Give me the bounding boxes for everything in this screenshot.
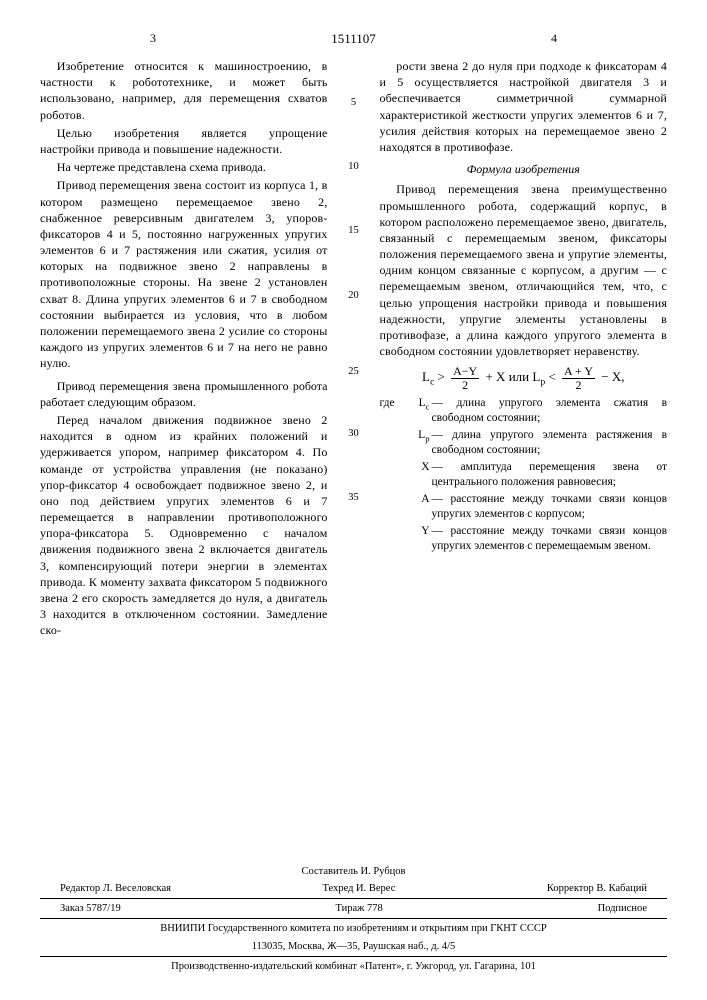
where-symbol: Lc <box>408 396 432 427</box>
line-number: 35 <box>348 491 359 505</box>
line-number: 30 <box>348 427 359 441</box>
right-column: рости звена 2 до нуля при подходе к фикс… <box>380 58 668 641</box>
where-symbol: Lp <box>408 428 432 459</box>
where-text: расстояние между точками связи концов уп… <box>432 492 668 523</box>
body-paragraph: Перед началом движения подвижное звено 2… <box>40 412 328 639</box>
page-number-left: 3 <box>150 30 156 46</box>
body-paragraph: Целью изобретения является упрощение нас… <box>40 125 328 157</box>
line-number: 5 <box>351 96 356 110</box>
where-item: Y расстояние между точками связи концов … <box>380 524 668 555</box>
compiler-line: Составитель И. Рубцов <box>40 865 667 879</box>
claim-paragraph: Привод перемещения звена преимущественно… <box>380 181 668 359</box>
body-paragraph: На чертеже представлена схема привода. <box>40 159 328 175</box>
where-definitions: где Lc длина упругого элемента сжатия в … <box>380 396 668 555</box>
inequality-formula: Lc > A−Y 2 + X или Lp < A + Y 2 − X, <box>380 365 668 391</box>
where-item: где Lc длина упругого элемента сжатия в … <box>380 396 668 427</box>
body-paragraph: Привод перемещения звена промышленного р… <box>40 378 328 410</box>
line-number: 20 <box>348 289 359 303</box>
left-column: Изобретение относится к машиностроению, … <box>40 58 328 641</box>
circulation: Тираж 778 <box>335 902 382 916</box>
page-number-right: 4 <box>551 30 557 46</box>
production-line: Производственно-издательский комбинат «П… <box>40 960 667 974</box>
page-header: 3 1511107 4 <box>40 30 667 52</box>
two-column-body: Изобретение относится к машиностроению, … <box>40 58 667 641</box>
subscription: Подписное <box>598 902 647 916</box>
vniipi-line: ВНИИПИ Государственного комитета по изоб… <box>40 922 667 936</box>
line-number: 10 <box>348 160 359 174</box>
line-number-gutter: 5 10 15 20 25 30 35 <box>346 58 362 641</box>
divider <box>40 956 667 957</box>
document-number: 1511107 <box>331 30 376 48</box>
vniipi-address: 113035, Москва, Ж—35, Раушская наб., д. … <box>40 940 667 954</box>
where-lead: где <box>380 396 408 427</box>
corrector: Корректор В. Кабаций <box>547 882 647 896</box>
where-text: длина упругого элемента сжатия в свободн… <box>432 396 668 427</box>
divider <box>40 898 667 899</box>
where-text: длина упругого элемента растяжения в сво… <box>432 428 668 459</box>
where-item: A расстояние между точками связи концов … <box>380 492 668 523</box>
divider <box>40 918 667 919</box>
body-paragraph: Изобретение относится к машиностроению, … <box>40 58 328 123</box>
where-symbol: A <box>408 492 432 523</box>
order-number: Заказ 5787/19 <box>60 902 121 916</box>
where-text: амплитуда перемещения звена от центральн… <box>432 460 668 491</box>
where-item: X амплитуда перемещения звена от централ… <box>380 460 668 491</box>
claims-heading: Формула изобретения <box>380 161 668 177</box>
imprint-footer: Составитель И. Рубцов Редактор Л. Весело… <box>40 862 667 974</box>
body-paragraph: Привод перемещения звена состоит из корп… <box>40 177 328 371</box>
line-number: 15 <box>348 224 359 238</box>
where-symbol: X <box>408 460 432 491</box>
tech-editor: Техред И. Верес <box>323 882 396 896</box>
credits-row: Редактор Л. Веселовская Техред И. Верес … <box>40 882 667 896</box>
where-text: расстояние между точками связи концов уп… <box>432 524 668 555</box>
body-paragraph: рости звена 2 до нуля при подходе к фикс… <box>380 58 668 155</box>
line-number: 25 <box>348 365 359 379</box>
where-item: Lp длина упругого элемента растяжения в … <box>380 428 668 459</box>
where-symbol: Y <box>408 524 432 555</box>
order-row: Заказ 5787/19 Тираж 778 Подписное <box>40 902 667 916</box>
editor: Редактор Л. Веселовская <box>60 882 171 896</box>
